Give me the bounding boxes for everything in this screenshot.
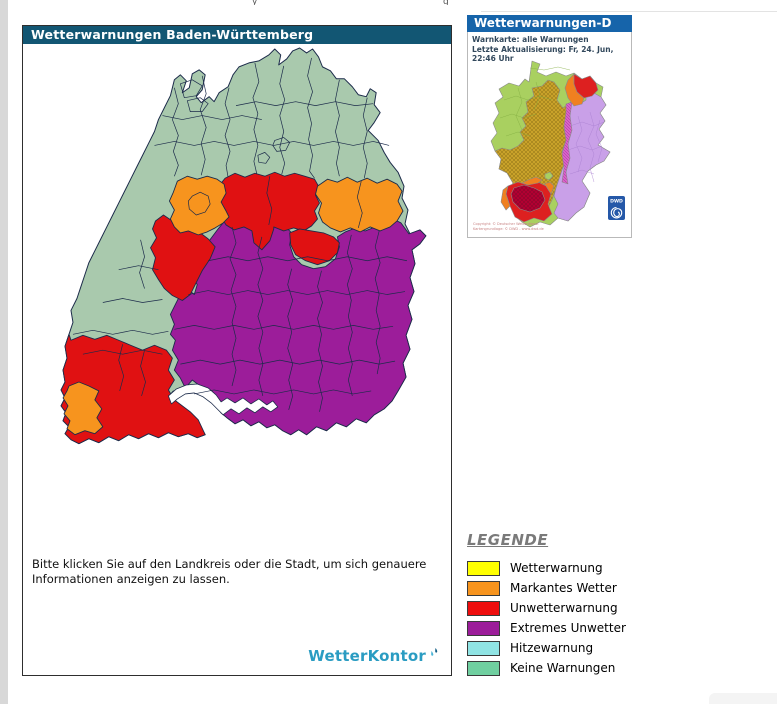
legend-swatch-unwetterwarnung: [467, 600, 500, 616]
clipped-text-fragment: y: [252, 0, 258, 5]
germany-panel-body: Warnkarte: alle Warnungen Letzte Aktuali…: [467, 32, 632, 238]
bw-warning-map[interactable]: [23, 46, 451, 553]
legend: LEGENDE Wetterwarnung Markantes Wetter U…: [467, 531, 626, 678]
legend-row: Hitzewarnung: [467, 638, 626, 658]
region-unwetter-east: [289, 228, 340, 266]
region-markant-southwest: [62, 381, 104, 436]
de-region-green-dot: [544, 171, 554, 181]
clipped-divider: [481, 11, 777, 12]
legend-label: Wetterwarnung: [510, 561, 603, 575]
de-region-south-orange-north: [521, 176, 543, 186]
legend-row: Wetterwarnung: [467, 558, 626, 578]
bw-warnings-panel: Wetterwarnungen Baden-Württemberg: [22, 25, 452, 676]
scroll-corner: [709, 693, 777, 704]
legend-row: Keine Warnungen: [467, 658, 626, 678]
lake-constance: [168, 383, 279, 416]
map-instruction-text: Bitte klicken Sie auf den Landkreis oder…: [32, 557, 427, 586]
germany-warning-map[interactable]: DWD: [470, 56, 630, 232]
legend-label: Extremes Unwetter: [510, 621, 626, 635]
dwd-logo: DWD: [608, 196, 625, 220]
de-region-south-crimson: [510, 184, 546, 213]
dwd-spiral-icon: [610, 206, 623, 219]
bw-panel-title: Wetterwarnungen Baden-Württemberg: [23, 26, 451, 44]
germany-map-subtitle: Warnkarte: alle Warnungen: [472, 35, 589, 44]
district-borders: [72, 57, 408, 412]
legend-row: Unwetterwarnung: [467, 598, 626, 618]
de-district-lines: [499, 66, 605, 183]
legend-label: Markantes Wetter: [510, 581, 617, 595]
legend-row: Markantes Wetter: [467, 578, 626, 598]
de-region-south-orange-west: [500, 185, 511, 211]
dwd-logo-text: DWD: [610, 199, 623, 205]
legend-swatch-keine-warnungen: [467, 660, 500, 676]
wetterkontor-logo-text: WetterKontor: [308, 647, 426, 665]
legend-row: Extremes Unwetter: [467, 618, 626, 638]
legend-title: LEGENDE: [467, 531, 549, 549]
de-region-ne-red: [573, 73, 599, 99]
wetterkontor-logo[interactable]: WetterKontor: [308, 647, 439, 665]
germany-warnings-panel: Wetterwarnungen-D Warnkarte: alle Warnun…: [467, 15, 632, 238]
germany-panel-title: Wetterwarnungen-D: [467, 15, 632, 32]
region-markant-west: [168, 175, 230, 236]
germany-map-updated: Letzte Aktualisierung: Fr, 24. Jun, 22:4…: [472, 44, 614, 64]
de-region-pink-strip: [561, 101, 573, 185]
legend-swatch-wetterwarnung: [467, 560, 500, 576]
clipped-text-fragment: g: [443, 0, 449, 5]
legend-swatch-extremes-unwetter: [467, 620, 500, 636]
germany-map-copyright: Copyright: © Deutscher Wetterdienst Kart…: [473, 222, 544, 231]
legend-label: Keine Warnungen: [510, 661, 616, 675]
de-region-south-orange-ne: [543, 181, 555, 195]
wetterkontor-drops-icon: [431, 648, 438, 656]
legend-swatch-markantes-wetter: [467, 580, 500, 596]
legend-label: Hitzewarnung: [510, 641, 594, 655]
legend-label: Unwetterwarnung: [510, 601, 618, 615]
legend-swatch-hitzewarnung: [467, 640, 500, 656]
page-left-gutter: [0, 0, 8, 704]
